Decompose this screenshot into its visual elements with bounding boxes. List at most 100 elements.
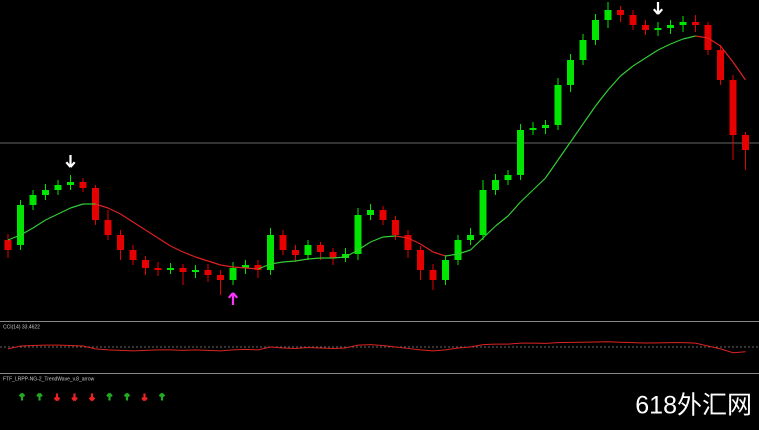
moving-average [557, 141, 571, 161]
candle-body [517, 130, 524, 175]
moving-average [295, 258, 309, 262]
moving-average [257, 263, 271, 270]
signal-arrow [36, 392, 43, 401]
signal-arrow [65, 155, 76, 168]
candle-body [592, 20, 599, 40]
moving-average [157, 237, 171, 247]
candle-body [104, 220, 112, 235]
candle-body [729, 80, 737, 135]
moving-average [645, 49, 659, 59]
candle-body [604, 10, 612, 20]
indicator-title: FTF_LRPP-NG-2_TrendWave_v.8_arrow [3, 376, 95, 382]
candle-body [204, 270, 212, 275]
moving-average [470, 237, 484, 251]
moving-average [307, 257, 321, 260]
candle-body [467, 235, 474, 240]
moving-average [70, 203, 84, 209]
candle-body [617, 10, 624, 15]
candle-body [567, 60, 574, 85]
candle-body [54, 185, 62, 190]
moving-average [520, 189, 534, 203]
candle-body [304, 245, 312, 255]
candle-body [579, 40, 587, 60]
candle-body [279, 235, 287, 250]
candle-body [654, 28, 662, 30]
moving-average [220, 264, 234, 268]
candle-body [67, 182, 74, 185]
candle-body [667, 25, 674, 28]
candle-body [267, 235, 274, 270]
candle-body [554, 85, 562, 125]
candle-body [542, 125, 549, 128]
moving-average [195, 256, 209, 262]
signal-arrow [53, 393, 61, 402]
moving-average [170, 245, 184, 253]
moving-average [395, 235, 409, 239]
moving-average [507, 201, 521, 217]
moving-average [32, 219, 46, 229]
candle-body [392, 220, 399, 235]
candle-body [379, 210, 387, 220]
moving-average [432, 251, 446, 257]
signal-arrow [106, 392, 113, 401]
moving-average [545, 159, 559, 179]
candle-body [79, 182, 87, 188]
candle-body [117, 235, 124, 250]
moving-average [132, 221, 146, 231]
signal-arrow [141, 393, 148, 402]
moving-average [570, 123, 584, 143]
candle-body [367, 210, 374, 215]
candle-body [254, 265, 262, 270]
candle-body [142, 260, 149, 268]
moving-average [632, 57, 646, 67]
moving-average [7, 234, 21, 241]
candle-body [29, 195, 37, 205]
candle-body [429, 270, 437, 280]
signal-arrow [227, 292, 239, 305]
candle-body [454, 240, 462, 260]
moving-average [95, 203, 109, 209]
moving-average [695, 35, 709, 39]
moving-average [382, 235, 396, 238]
candle-body [504, 175, 512, 180]
indicator-title: CCI(14) 33.4622 [3, 324, 40, 330]
candle-body [354, 215, 362, 254]
candle-body [742, 135, 749, 150]
candle-body [629, 15, 637, 25]
candle-body [192, 270, 199, 272]
candle-body [679, 22, 687, 25]
candle-body [642, 25, 649, 30]
moving-average [482, 225, 496, 239]
candle-body [229, 268, 237, 280]
signal-arrow [18, 392, 26, 401]
moving-average [120, 213, 134, 223]
moving-average [620, 65, 634, 77]
moving-average [345, 249, 359, 258]
candle-body [242, 265, 249, 268]
moving-average [57, 207, 71, 215]
candle-body [417, 250, 424, 270]
moving-average [407, 237, 421, 245]
candle-body [442, 260, 449, 280]
candle-body [4, 240, 12, 250]
moving-average [532, 177, 546, 191]
candle-body [42, 190, 49, 195]
candle-body [179, 268, 187, 272]
moving-average [445, 253, 459, 257]
moving-average [607, 75, 621, 91]
moving-average [495, 215, 509, 227]
candle-body [529, 128, 537, 130]
moving-average [232, 266, 246, 269]
candle-body [404, 235, 412, 250]
moving-average [332, 256, 346, 259]
candle-body [717, 50, 724, 80]
candle-body [492, 180, 499, 190]
moving-average [107, 207, 121, 215]
moving-average [370, 236, 384, 243]
candle-body [129, 250, 137, 260]
moving-average [245, 267, 259, 270]
moving-average [595, 89, 609, 107]
candle-body [329, 252, 337, 258]
moving-average [282, 260, 296, 263]
